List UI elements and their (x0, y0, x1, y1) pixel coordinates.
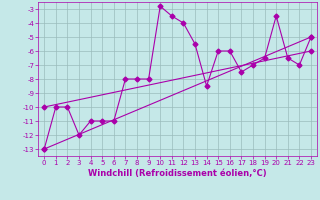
X-axis label: Windchill (Refroidissement éolien,°C): Windchill (Refroidissement éolien,°C) (88, 169, 267, 178)
